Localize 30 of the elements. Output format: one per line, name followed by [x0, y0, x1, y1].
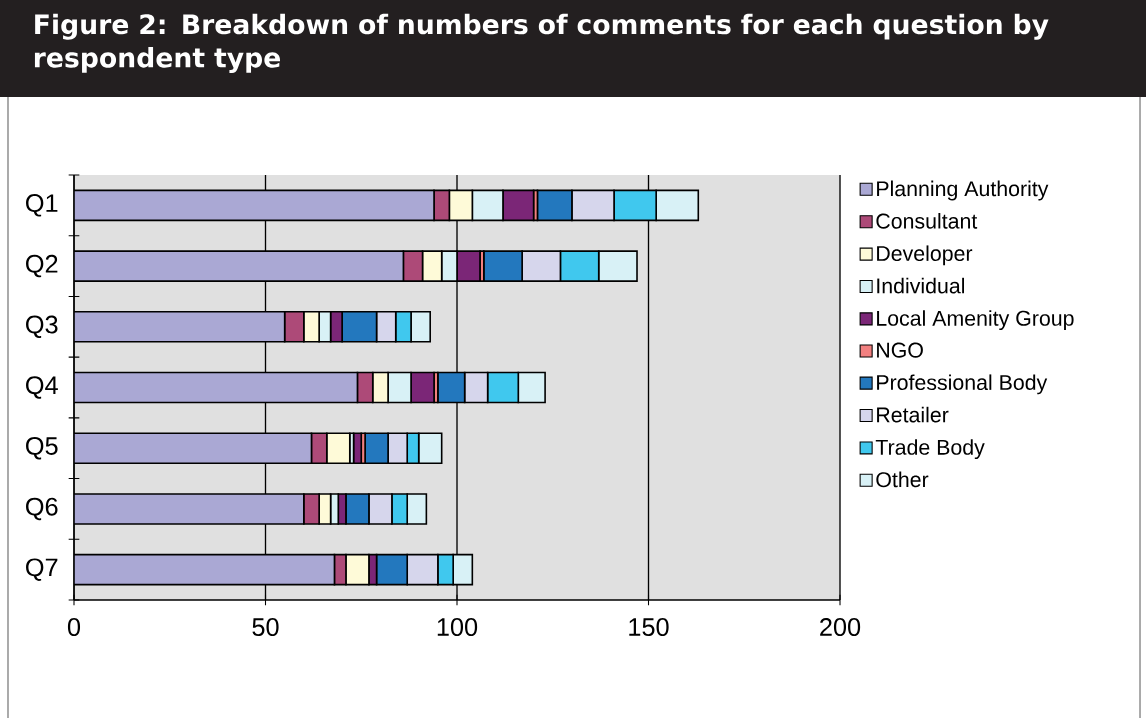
bar: [74, 371, 359, 404]
y-tick-label: Q4: [26, 376, 58, 399]
y-tick-label: Q1: [26, 194, 58, 217]
x-tick-label: 100: [437, 618, 478, 636]
legend-label: Trade Body: [875, 439, 985, 460]
y-tick-label: Q3: [26, 315, 58, 339]
legend-label: NGO: [877, 342, 923, 358]
bar: [74, 432, 313, 465]
chart-title: Figure 2: Breakdown of numbers of comments for each question by respondent type: [34, 13, 1049, 74]
bar: [74, 493, 305, 525]
legend-label: Planning Authority: [877, 180, 1049, 201]
legend-label: Retailer: [877, 406, 949, 423]
legend-label: Consultant: [876, 213, 978, 229]
bar: [74, 189, 435, 222]
legend-label: Local Amenity Group: [877, 310, 1074, 331]
x-tick-label: 200: [820, 618, 861, 636]
y-tick-label: Q7: [26, 558, 58, 581]
legend-label: Developer: [877, 245, 973, 266]
legend-label: Professional Body: [877, 374, 1048, 395]
y-tick-label: Q6: [26, 497, 58, 521]
y-tick-label: Q2: [26, 254, 58, 278]
bar: [74, 310, 286, 343]
x-tick-label: 0: [67, 618, 81, 636]
x-tick-label: 50: [252, 618, 279, 636]
legend-label: Other: [876, 471, 929, 488]
bar: [74, 553, 336, 586]
bar: [74, 250, 405, 282]
y-tick-label: Q5: [26, 436, 58, 460]
x-tick-label: 150: [629, 618, 669, 636]
legend-label: Individual: [877, 277, 965, 294]
